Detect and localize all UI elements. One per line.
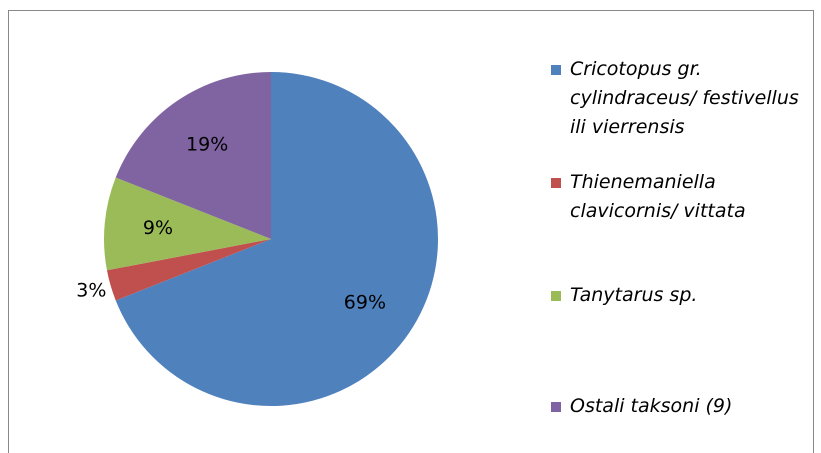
legend-item: Thienemaniella clavicornis/ vittata <box>551 168 816 226</box>
legend-label: Ostali taksoni (9) <box>570 395 733 417</box>
legend-swatch <box>551 402 561 412</box>
legend-label: Tanytarus sp. <box>570 284 698 306</box>
pie-slice <box>115 72 438 406</box>
data-label: 69% <box>344 291 386 313</box>
pie-slice <box>104 177 272 271</box>
legend-label: Thienemaniella clavicornis/ vittata <box>570 171 746 222</box>
pie-slice <box>106 239 271 301</box>
data-label: 3% <box>76 280 106 302</box>
data-label: 19% <box>186 134 228 156</box>
legend-label: Cricotopus gr. cylindraceus/ festivellus… <box>570 58 799 138</box>
pie-slice <box>115 72 271 239</box>
legend-item: Ostali taksoni (9) <box>551 392 816 421</box>
legend-item: Cricotopus gr. cylindraceus/ festivellus… <box>551 55 816 142</box>
legend-swatch <box>551 291 561 301</box>
legend-item: Tanytarus sp. <box>551 281 816 310</box>
data-label: 9% <box>143 217 173 239</box>
legend-swatch <box>551 178 561 188</box>
chart-border <box>8 10 814 453</box>
legend-swatch <box>551 65 561 75</box>
